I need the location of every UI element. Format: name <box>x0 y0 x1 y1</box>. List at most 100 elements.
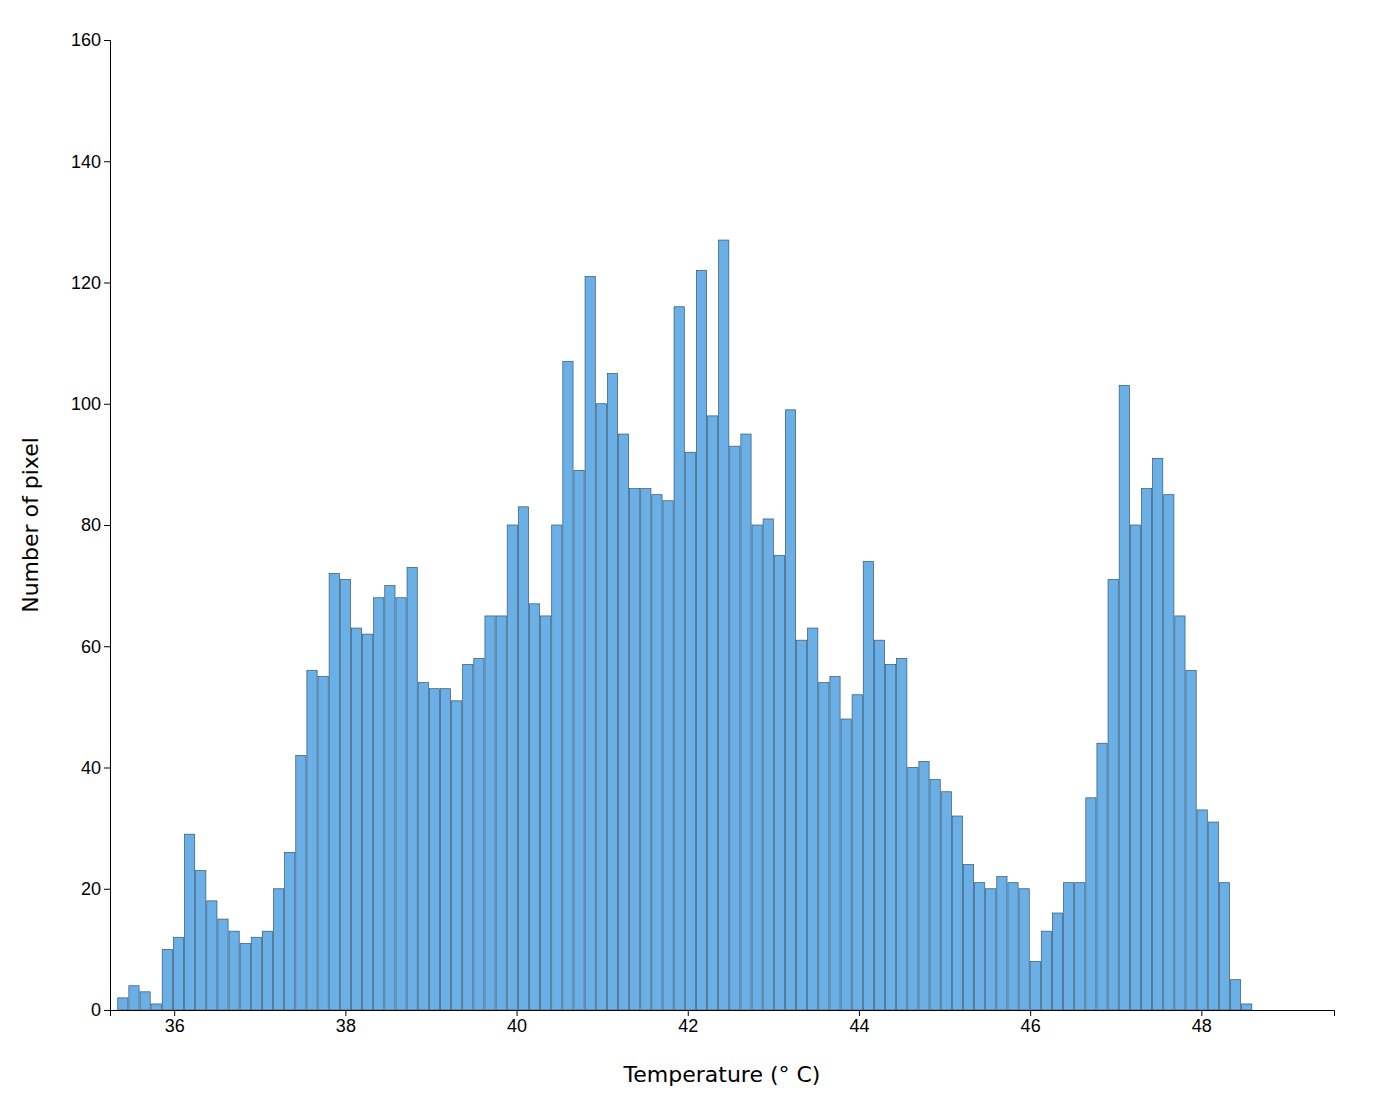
bar <box>529 604 539 1010</box>
y-tick-mark <box>104 525 110 526</box>
bar <box>1052 913 1062 1010</box>
bar <box>1141 489 1151 1010</box>
bar <box>819 683 829 1010</box>
bar <box>986 889 996 1010</box>
x-tick: 36 <box>165 1010 185 1036</box>
y-axis-title: Number of pixel <box>18 437 43 613</box>
bar <box>496 616 506 1010</box>
x-tick-label: 36 <box>165 1016 185 1036</box>
y-tick-label: 60 <box>81 637 101 657</box>
y-tick: 0 <box>91 1000 110 1020</box>
bar <box>574 470 584 1010</box>
bar <box>374 598 384 1010</box>
bar <box>552 525 562 1010</box>
bar <box>1108 580 1118 1010</box>
bar <box>719 240 729 1010</box>
y-tick: 120 <box>71 273 110 293</box>
bar <box>919 761 929 1010</box>
y-tick-mark <box>104 1010 110 1011</box>
y-tick-mark <box>104 889 110 890</box>
bar <box>229 931 239 1010</box>
bar <box>1197 810 1207 1010</box>
bar <box>908 768 918 1011</box>
bar <box>963 865 973 1011</box>
bar <box>1230 980 1240 1010</box>
y-tick: 140 <box>71 152 110 172</box>
bar <box>1219 883 1229 1010</box>
bar <box>874 640 884 1010</box>
y-tick-label: 20 <box>81 879 101 899</box>
y-tick: 60 <box>81 637 110 657</box>
y-tick-label: 140 <box>71 152 101 172</box>
bar <box>318 677 328 1010</box>
bar <box>363 634 373 1010</box>
bar <box>863 561 873 1010</box>
y-axis-line <box>104 41 111 1011</box>
bar <box>696 270 706 1010</box>
bar <box>730 446 740 1010</box>
x-tick-label: 42 <box>678 1016 698 1036</box>
bar <box>1019 889 1029 1010</box>
bar <box>941 792 951 1010</box>
bars <box>118 240 1252 1010</box>
bar <box>774 555 784 1010</box>
bar <box>763 519 773 1010</box>
bar <box>952 816 962 1010</box>
y-tick: 40 <box>81 758 110 778</box>
y-tick-label: 120 <box>71 273 101 293</box>
bar <box>463 664 473 1010</box>
bar <box>841 719 851 1010</box>
bar <box>641 489 651 1010</box>
x-tick-label: 46 <box>1021 1016 1041 1036</box>
bar <box>1175 616 1185 1010</box>
x-tick: 46 <box>1021 1010 1041 1036</box>
bar <box>162 949 172 1010</box>
bar <box>151 1004 161 1010</box>
bar <box>785 410 795 1010</box>
x-axis-line <box>111 1011 1335 1017</box>
bar <box>251 937 261 1010</box>
bar <box>618 434 628 1010</box>
bar <box>129 986 139 1010</box>
y-tick-mark <box>104 283 110 284</box>
y-tick-label: 80 <box>81 515 101 535</box>
bar <box>507 525 517 1010</box>
x-tick: 40 <box>507 1010 527 1036</box>
bar <box>296 755 306 1010</box>
bar <box>218 919 228 1010</box>
bar <box>930 780 940 1010</box>
bar <box>184 834 194 1010</box>
bar <box>541 616 551 1010</box>
bar <box>240 943 250 1010</box>
y-tick-mark <box>104 646 110 647</box>
bar <box>140 992 150 1010</box>
bar <box>652 495 662 1010</box>
bar <box>630 489 640 1010</box>
bar <box>207 901 217 1010</box>
bar <box>1186 671 1196 1011</box>
y-tick-label: 160 <box>71 30 101 50</box>
x-tick-label: 44 <box>849 1016 869 1036</box>
bar <box>340 580 350 1010</box>
x-axis: 36384042444648 <box>111 1010 1335 1036</box>
bar <box>1119 386 1129 1010</box>
bar <box>307 671 317 1011</box>
bar <box>741 434 751 1010</box>
bar <box>596 404 606 1010</box>
bar <box>173 937 183 1010</box>
y-tick: 20 <box>81 879 110 899</box>
y-tick: 160 <box>71 30 110 50</box>
y-tick-label: 0 <box>91 1000 101 1020</box>
y-tick: 100 <box>71 394 110 414</box>
bar <box>997 877 1007 1010</box>
bar <box>440 689 450 1010</box>
bar <box>118 998 128 1010</box>
bar <box>407 567 417 1010</box>
bar <box>585 276 595 1010</box>
bar <box>852 695 862 1010</box>
bar <box>429 689 439 1010</box>
x-tick: 48 <box>1192 1010 1212 1036</box>
x-tick-label: 48 <box>1192 1016 1212 1036</box>
bar <box>707 416 717 1010</box>
bar <box>563 361 573 1010</box>
